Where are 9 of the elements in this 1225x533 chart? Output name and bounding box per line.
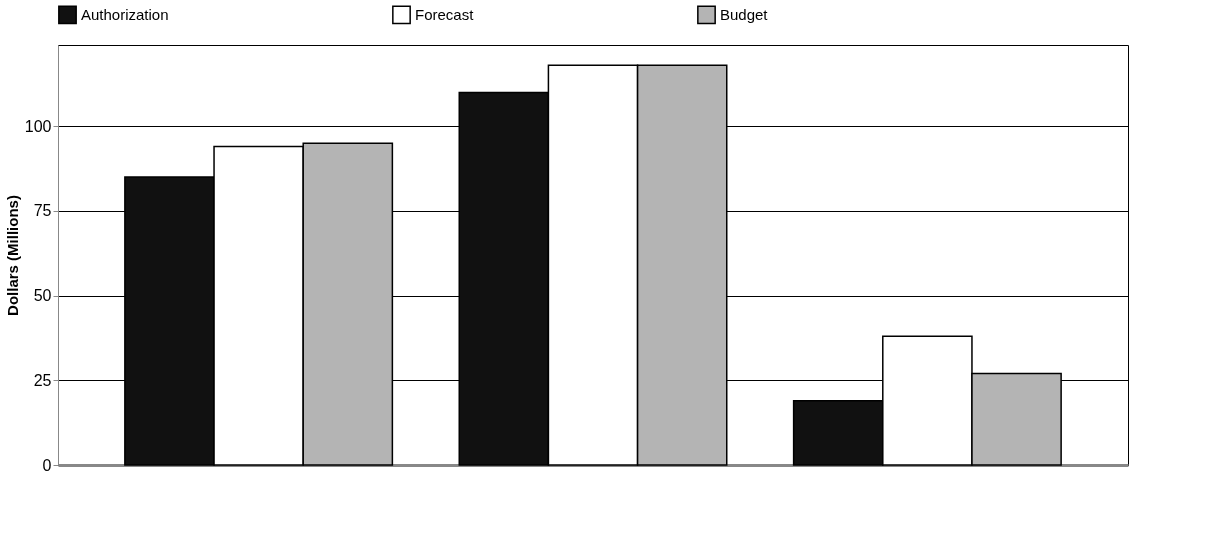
y-tick-label: 100 <box>24 117 52 135</box>
legend-label: Authorization <box>81 5 169 23</box>
legend-label: Forecast <box>415 5 475 23</box>
y-tick-label: 25 <box>33 371 52 389</box>
legend-label: Budget <box>720 5 769 23</box>
y-axis-title: Dollars (Millions) <box>3 195 21 316</box>
y-tick-label: 0 <box>42 456 52 474</box>
y-tick-label: 75 <box>33 202 52 220</box>
y-tick-label: 50 <box>33 287 52 305</box>
